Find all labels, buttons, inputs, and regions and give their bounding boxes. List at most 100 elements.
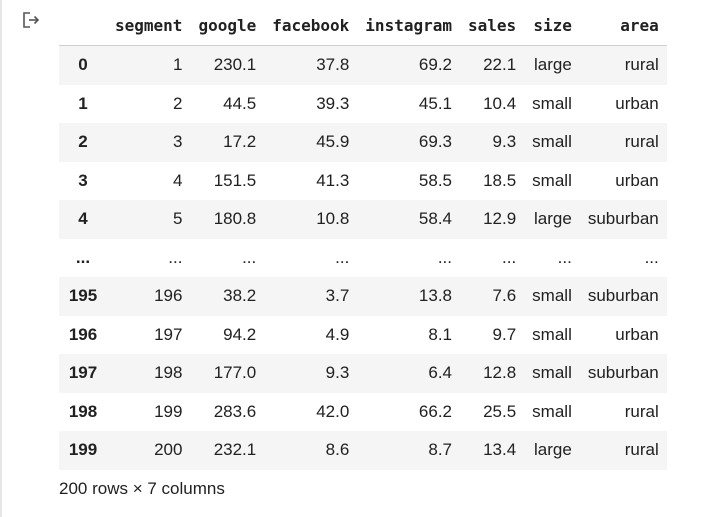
table-cell: rural: [624, 401, 659, 421]
table-cell: small: [532, 363, 572, 383]
table-body: 0 1 230.1 37.8 69.2 22.1 large rural 1 2 44.5 39.3 4…: [59, 45, 667, 470]
table-cell: 45.1: [418, 93, 452, 113]
table-cell: suburban: [587, 209, 659, 229]
header-area: area: [579, 6, 667, 46]
table-cell: small: [532, 286, 572, 306]
table-row: 4 5 180.8 10.8 58.4 12.9 large suburban: [59, 200, 667, 239]
table-row: ........................: [59, 238, 667, 277]
table-cell: 196: [154, 286, 183, 306]
table-cell: urban: [615, 324, 659, 344]
table-row: 1 2 44.5 39.3 45.1 10.4 small urban: [59, 84, 667, 123]
table-cell: 13.8: [418, 286, 452, 306]
header-instagram: instagram: [357, 6, 460, 46]
table-header: segment google facebook instagram sales …: [59, 6, 667, 46]
row-index-cell: 196: [68, 324, 98, 344]
table-cell: 151.5: [213, 170, 257, 190]
table-cell: 232.1: [213, 440, 257, 460]
table-cell: urban: [615, 93, 659, 113]
table-cell: ...: [502, 247, 517, 267]
table-cell: 197: [154, 324, 183, 344]
table-cell: 9.3: [325, 363, 350, 383]
table-cell: 200: [154, 440, 183, 460]
table-cell: 3.7: [325, 286, 350, 306]
table-cell: 25.5: [483, 401, 517, 421]
table-cell: rural: [624, 55, 659, 75]
table-cell: 69.3: [418, 132, 452, 152]
dataframe-table: segment google facebook instagram sales …: [59, 6, 667, 470]
table-cell: urban: [615, 170, 659, 190]
row-index-cell: 4: [78, 209, 88, 229]
table-cell: large: [534, 55, 572, 75]
table-row: 196 197 94.2 4.9 8.1 9.7 small urban: [59, 315, 667, 354]
row-index-cell: 199: [68, 440, 98, 460]
table-cell: 283.6: [213, 401, 257, 421]
table-cell: small: [532, 324, 572, 344]
table-cell: 42.0: [316, 401, 350, 421]
row-index-cell: 197: [68, 363, 98, 383]
header-google: google: [190, 6, 265, 46]
header-size: size: [524, 6, 580, 46]
header-index: [59, 6, 107, 46]
table-cell: 94.2: [223, 324, 257, 344]
table-cell: 12.8: [483, 363, 517, 383]
table-cell: 5: [172, 209, 183, 229]
table-cell: 38.2: [223, 286, 257, 306]
table-cell: large: [534, 440, 572, 460]
table-cell: ...: [242, 247, 257, 267]
table-cell: small: [532, 132, 572, 152]
table-cell: 58.4: [418, 209, 452, 229]
table-cell: 9.3: [492, 132, 517, 152]
table-shape-caption: 200 rows × 7 columns: [59, 479, 225, 498]
table-cell: small: [532, 170, 572, 190]
row-index-cell: 1: [78, 93, 88, 113]
table-cell: 3: [172, 132, 183, 152]
table-cell: suburban: [587, 286, 659, 306]
row-index-cell: 3: [78, 170, 88, 190]
table-cell: 58.5: [418, 170, 452, 190]
table-cell: ...: [168, 247, 183, 267]
table-cell: 45.9: [316, 132, 350, 152]
table-cell: 199: [154, 401, 183, 421]
table-cell: 41.3: [316, 170, 350, 190]
cell-left-border: [0, 0, 2, 517]
table-row: 198 199 283.6 42.0 66.2 25.5 small rural: [59, 392, 667, 431]
table-cell: ...: [557, 247, 572, 267]
table-cell: 1: [172, 55, 183, 75]
table-cell: rural: [624, 132, 659, 152]
table-cell: ...: [644, 247, 659, 267]
table-cell: 66.2: [418, 401, 452, 421]
table-cell: 180.8: [213, 209, 257, 229]
table-cell: 18.5: [483, 170, 517, 190]
table-cell: ...: [437, 247, 452, 267]
table-cell: ...: [335, 247, 350, 267]
table-cell: 13.4: [483, 440, 517, 460]
table-cell: 198: [154, 363, 183, 383]
table-cell: 39.3: [316, 93, 350, 113]
table-cell: 177.0: [213, 363, 257, 383]
table-cell: 22.1: [483, 55, 517, 75]
table-cell: large: [534, 209, 572, 229]
table-cell: 230.1: [213, 55, 257, 75]
row-index-cell: 198: [68, 401, 98, 421]
header-segment: segment: [107, 6, 191, 46]
table-cell: small: [532, 401, 572, 421]
table-cell: 6.4: [428, 363, 452, 383]
table-row: 197 198 177.0 9.3 6.4 12.8 small suburban: [59, 354, 667, 393]
table-cell: 9.7: [492, 324, 517, 344]
table-cell: 17.2: [223, 132, 257, 152]
table-cell: 8.1: [428, 324, 452, 344]
table-cell: 10.8: [316, 209, 350, 229]
table-cell: 8.7: [428, 440, 452, 460]
table-cell: suburban: [587, 363, 659, 383]
output-arrow-icon[interactable]: [21, 10, 41, 30]
table-cell: 2: [172, 93, 183, 113]
table-row: 0 1 230.1 37.8 69.2 22.1 large rural: [59, 45, 667, 85]
table-cell: 10.4: [483, 93, 517, 113]
row-index-cell: 0: [78, 55, 88, 75]
table-cell: 4: [172, 170, 183, 190]
table-cell: 44.5: [223, 93, 257, 113]
header-facebook: facebook: [264, 6, 358, 46]
header-sales: sales: [460, 6, 525, 46]
table-row: 2 3 17.2 45.9 69.3 9.3 small rural: [59, 123, 667, 162]
table-cell: 12.9: [483, 209, 517, 229]
